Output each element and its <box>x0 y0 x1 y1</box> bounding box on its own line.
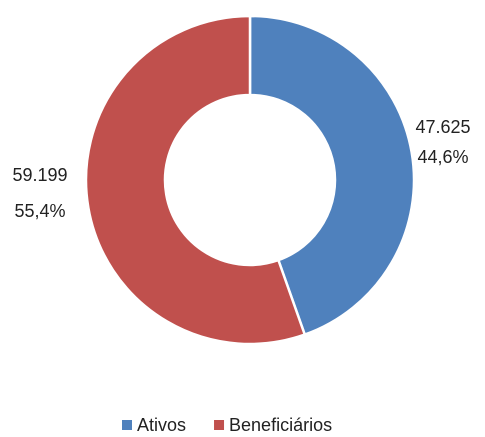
legend-label: Beneficiários <box>229 415 332 435</box>
donut-slice <box>84 14 307 346</box>
percent-label: 44,6% <box>417 147 468 167</box>
value-label: 59.199 <box>12 165 67 185</box>
percent-label: 55,4% <box>14 201 65 221</box>
value-label: 47.625 <box>415 117 470 137</box>
legend-swatch <box>122 420 132 430</box>
legend-swatch <box>214 420 225 430</box>
legend-label: Ativos <box>137 415 186 435</box>
donut-slice <box>248 14 416 337</box>
